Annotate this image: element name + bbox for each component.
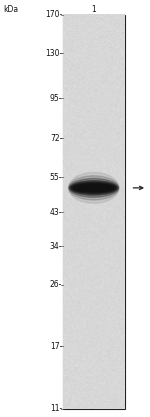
- Text: 1: 1: [91, 5, 96, 14]
- Ellipse shape: [70, 181, 118, 195]
- Bar: [63, 15, 124, 409]
- Text: 130-: 130-: [45, 49, 62, 58]
- Ellipse shape: [76, 185, 111, 191]
- Text: 43-: 43-: [50, 208, 62, 217]
- Text: 95-: 95-: [50, 94, 62, 103]
- Text: 34-: 34-: [50, 242, 62, 251]
- Ellipse shape: [69, 178, 118, 197]
- Text: 170-: 170-: [45, 10, 62, 19]
- Ellipse shape: [80, 186, 108, 190]
- Ellipse shape: [69, 173, 119, 203]
- Ellipse shape: [73, 184, 114, 192]
- Text: 17-: 17-: [50, 342, 62, 351]
- Ellipse shape: [69, 176, 119, 200]
- Text: 26-: 26-: [50, 280, 62, 289]
- Text: 72-: 72-: [50, 134, 62, 143]
- Ellipse shape: [71, 182, 116, 193]
- Text: 11-: 11-: [50, 404, 62, 413]
- Text: 55-: 55-: [50, 173, 62, 181]
- Text: kDa: kDa: [3, 5, 18, 14]
